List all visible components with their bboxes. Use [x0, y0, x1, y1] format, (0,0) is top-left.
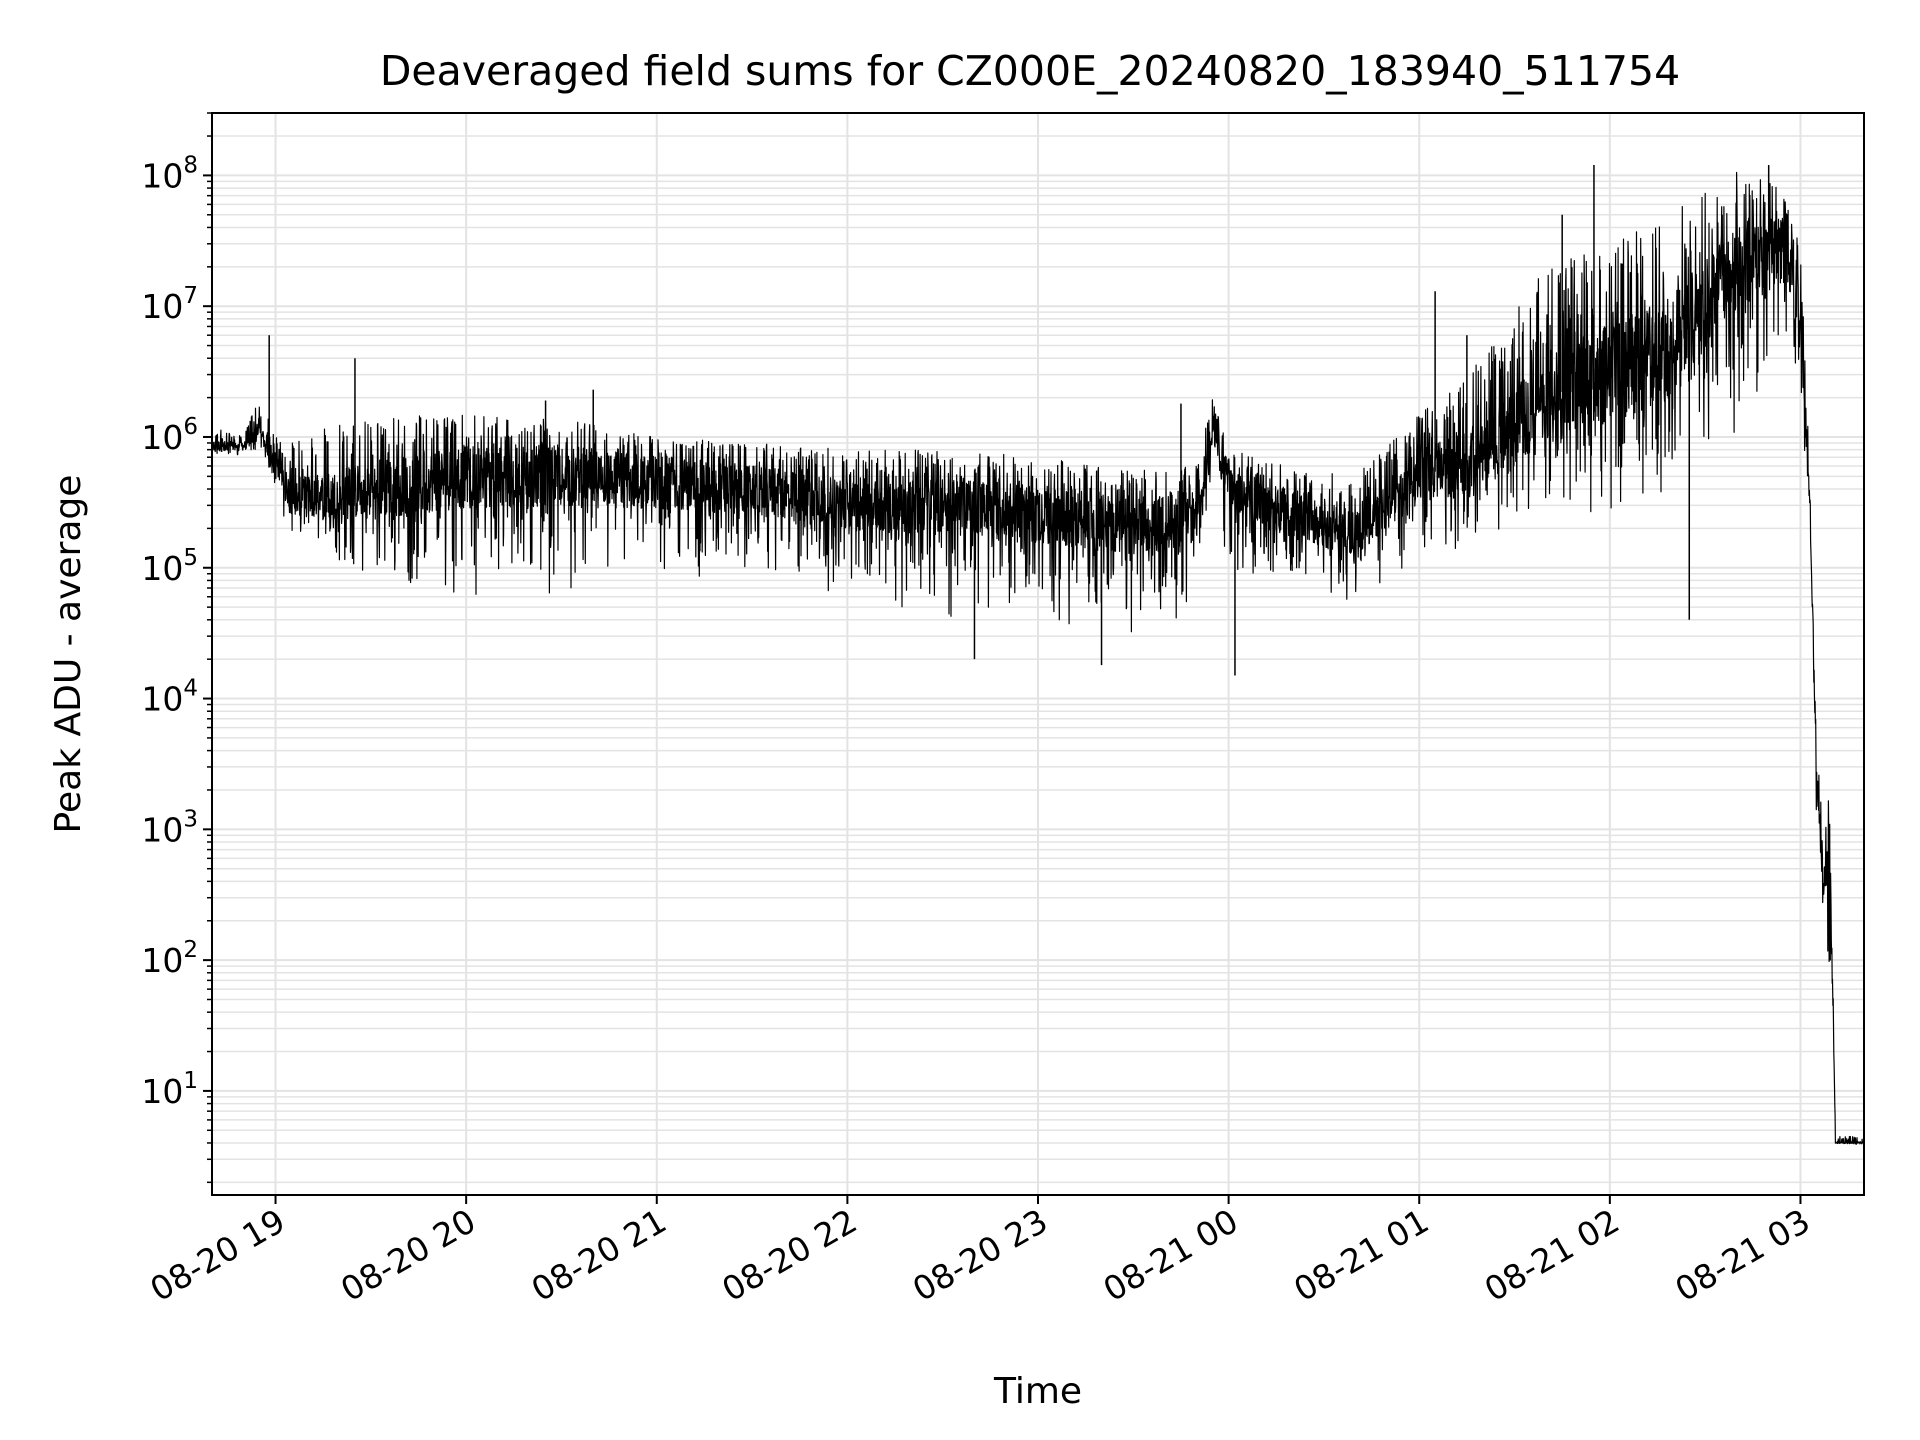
x-tick-label: 08-20 20: [334, 1201, 482, 1309]
y-tick-label: 108: [141, 152, 198, 195]
x-tick-label: 08-20 23: [906, 1201, 1054, 1309]
y-tick-label: 103: [141, 806, 198, 849]
grid-major: [212, 113, 1864, 1195]
y-tick-label: 106: [141, 414, 198, 457]
x-tick-label: 08-20 21: [525, 1201, 673, 1309]
y-tick-label: 101: [141, 1068, 198, 1111]
y-tick-label: 105: [141, 545, 198, 588]
y-axis-label: Peak ADU - average: [48, 475, 89, 834]
x-tick-label: 08-21 03: [1668, 1201, 1816, 1309]
y-tick-label: 102: [141, 937, 198, 980]
y-tick-label: 104: [141, 676, 198, 719]
x-tick-label: 08-21 02: [1478, 1201, 1626, 1309]
x-tick-label: 08-21 00: [1097, 1201, 1245, 1309]
chart-title: Deaveraged field sums for CZ000E_2024082…: [380, 47, 1680, 95]
y-tick-label: 107: [141, 283, 198, 326]
x-tick-label: 08-20 22: [715, 1201, 863, 1309]
y-axis: 101 102 103 104 105 106 107 108: [141, 112, 212, 1184]
x-axis-label: Time: [993, 1371, 1082, 1412]
series-line: [211, 171, 1865, 1145]
data-layer: [211, 165, 1865, 1145]
x-axis: 08-20 19 08-20 20 08-20 21 08-20 22 08-20 23…: [144, 1195, 1816, 1309]
x-tick-label: 08-21 01: [1287, 1201, 1435, 1309]
x-tick-label: 08-20 19: [144, 1201, 292, 1309]
